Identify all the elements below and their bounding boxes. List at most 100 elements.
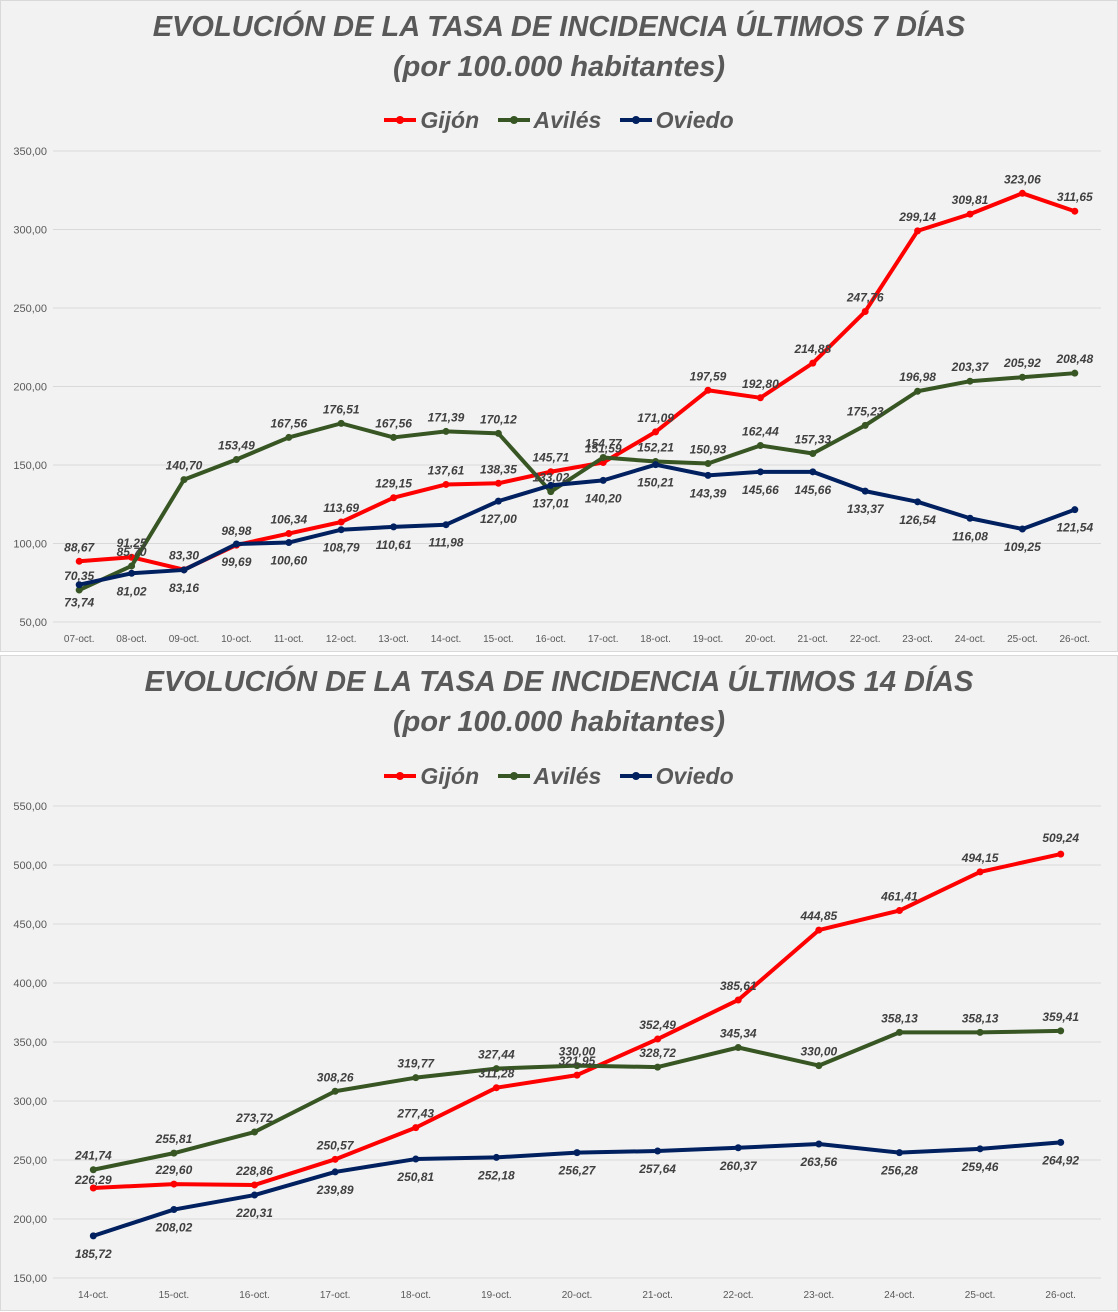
data-point xyxy=(89,1166,97,1174)
data-point xyxy=(861,487,869,495)
data-point xyxy=(914,227,922,235)
data-point xyxy=(704,386,712,394)
data-point xyxy=(180,566,188,574)
chart-panel-14-days: EVOLUCIÓN DE LA TASA DE INCIDENCIA ÚLTIM… xyxy=(0,655,1118,1311)
chart-panel-7-days: EVOLUCIÓN DE LA TASA DE INCIDENCIA ÚLTIM… xyxy=(0,0,1118,652)
data-label: 250,57 xyxy=(316,1138,355,1152)
chart-subtitle: (por 100.000 habitantes) xyxy=(393,51,725,83)
data-label: 111,98 xyxy=(429,536,464,550)
data-point xyxy=(734,1043,742,1051)
data-label: 175,23 xyxy=(847,404,884,418)
y-tick-label: 200,00 xyxy=(13,1214,47,1226)
x-tick-label: 07-oct. xyxy=(64,634,95,645)
data-point xyxy=(442,521,450,529)
data-point xyxy=(599,476,607,484)
legend-swatch-oviedo xyxy=(619,772,652,780)
data-label: 319,77 xyxy=(397,1057,435,1071)
data-point xyxy=(1057,850,1065,858)
data-label: 171,39 xyxy=(428,410,465,424)
data-label: 330,00 xyxy=(800,1045,837,1059)
data-label: 385,61 xyxy=(720,979,757,993)
data-label: 133,37 xyxy=(847,502,885,516)
data-label: 328,72 xyxy=(639,1046,676,1060)
data-point xyxy=(494,429,502,437)
data-point xyxy=(251,1181,259,1189)
chart-title: EVOLUCIÓN DE LA TASA DE INCIDENCIA ÚLTIM… xyxy=(144,666,974,698)
data-point xyxy=(895,1028,903,1036)
data-label: 108,79 xyxy=(323,541,360,555)
legend-item-aviles: Avilés xyxy=(497,763,601,790)
data-label: 247,76 xyxy=(846,291,884,305)
data-label: 264,92 xyxy=(1041,1153,1079,1167)
data-point xyxy=(180,476,188,484)
series-line-oviedo xyxy=(91,1140,1063,1238)
legend-swatch-aviles xyxy=(497,772,530,780)
data-point xyxy=(976,1028,984,1036)
data-point xyxy=(966,210,974,218)
data-label: 327,44 xyxy=(478,1048,515,1062)
data-point xyxy=(89,1184,97,1192)
data-point xyxy=(704,460,712,468)
data-point xyxy=(492,1153,500,1161)
data-point xyxy=(815,1062,823,1070)
x-tick-label: 26-oct. xyxy=(1060,634,1091,645)
data-label: 129,15 xyxy=(375,477,412,491)
legend-item-oviedo: Oviedo xyxy=(619,763,734,790)
data-label: 208,48 xyxy=(1055,352,1093,366)
data-point xyxy=(861,308,869,316)
data-label: 309,81 xyxy=(952,193,989,207)
data-point xyxy=(89,1232,97,1240)
chart-legend: Gijón Avilés Oviedo xyxy=(1,757,1117,790)
x-tick-label: 14-oct. xyxy=(78,1290,109,1301)
data-label: 208,02 xyxy=(155,1221,193,1235)
data-label: 352,49 xyxy=(639,1018,676,1032)
data-point xyxy=(573,1071,581,1079)
data-point xyxy=(861,421,869,429)
data-point xyxy=(331,1155,339,1163)
data-label: 252,18 xyxy=(477,1168,515,1182)
x-tick-label: 22-oct. xyxy=(723,1290,754,1301)
y-tick-label: 500,00 xyxy=(13,860,47,872)
data-label: 259,46 xyxy=(961,1160,999,1174)
data-label: 241,74 xyxy=(74,1149,112,1163)
data-label: 70,35 xyxy=(64,569,94,583)
data-point xyxy=(573,1149,581,1157)
data-point xyxy=(756,394,764,402)
data-point xyxy=(442,480,450,488)
data-label: 255,81 xyxy=(155,1132,193,1146)
data-point xyxy=(756,468,764,476)
data-label: 205,92 xyxy=(1003,356,1041,370)
x-tick-label: 26-oct. xyxy=(1045,1290,1076,1301)
legend-label-aviles: Avilés xyxy=(533,106,602,133)
data-label: 98,98 xyxy=(221,524,251,538)
data-point xyxy=(1071,369,1079,377)
data-point xyxy=(734,996,742,1004)
data-label: 170,12 xyxy=(480,412,517,426)
data-label: 311,65 xyxy=(1057,190,1093,204)
data-point xyxy=(966,514,974,522)
data-label: 229,60 xyxy=(155,1163,193,1177)
data-point xyxy=(442,427,450,435)
chart-legend: Gijón Avilés Oviedo xyxy=(1,101,1117,134)
data-point xyxy=(1018,189,1026,197)
data-label: 81,02 xyxy=(117,584,147,598)
x-tick-label: 25-oct. xyxy=(1007,634,1038,645)
data-label: 88,67 xyxy=(64,540,95,554)
legend-label-gijon: Gijón xyxy=(420,106,480,133)
data-label: 323,06 xyxy=(1004,172,1041,186)
data-point xyxy=(75,581,83,589)
legend-label-gijon: Gijón xyxy=(420,762,480,789)
data-point xyxy=(128,553,136,561)
data-label: 100,60 xyxy=(270,554,307,568)
data-label: 106,34 xyxy=(270,513,307,527)
data-label: 137,01 xyxy=(532,496,569,510)
data-label: 220,31 xyxy=(235,1206,273,1220)
data-label: 228,86 xyxy=(235,1164,273,1178)
y-tick-label: 150,00 xyxy=(13,460,47,472)
data-label: 171,09 xyxy=(637,411,674,425)
data-label: 151,59 xyxy=(585,442,622,456)
data-label: 197,59 xyxy=(690,369,727,383)
data-label: 133,02 xyxy=(532,471,569,485)
data-point xyxy=(390,523,398,531)
data-label: 358,13 xyxy=(962,1011,999,1025)
